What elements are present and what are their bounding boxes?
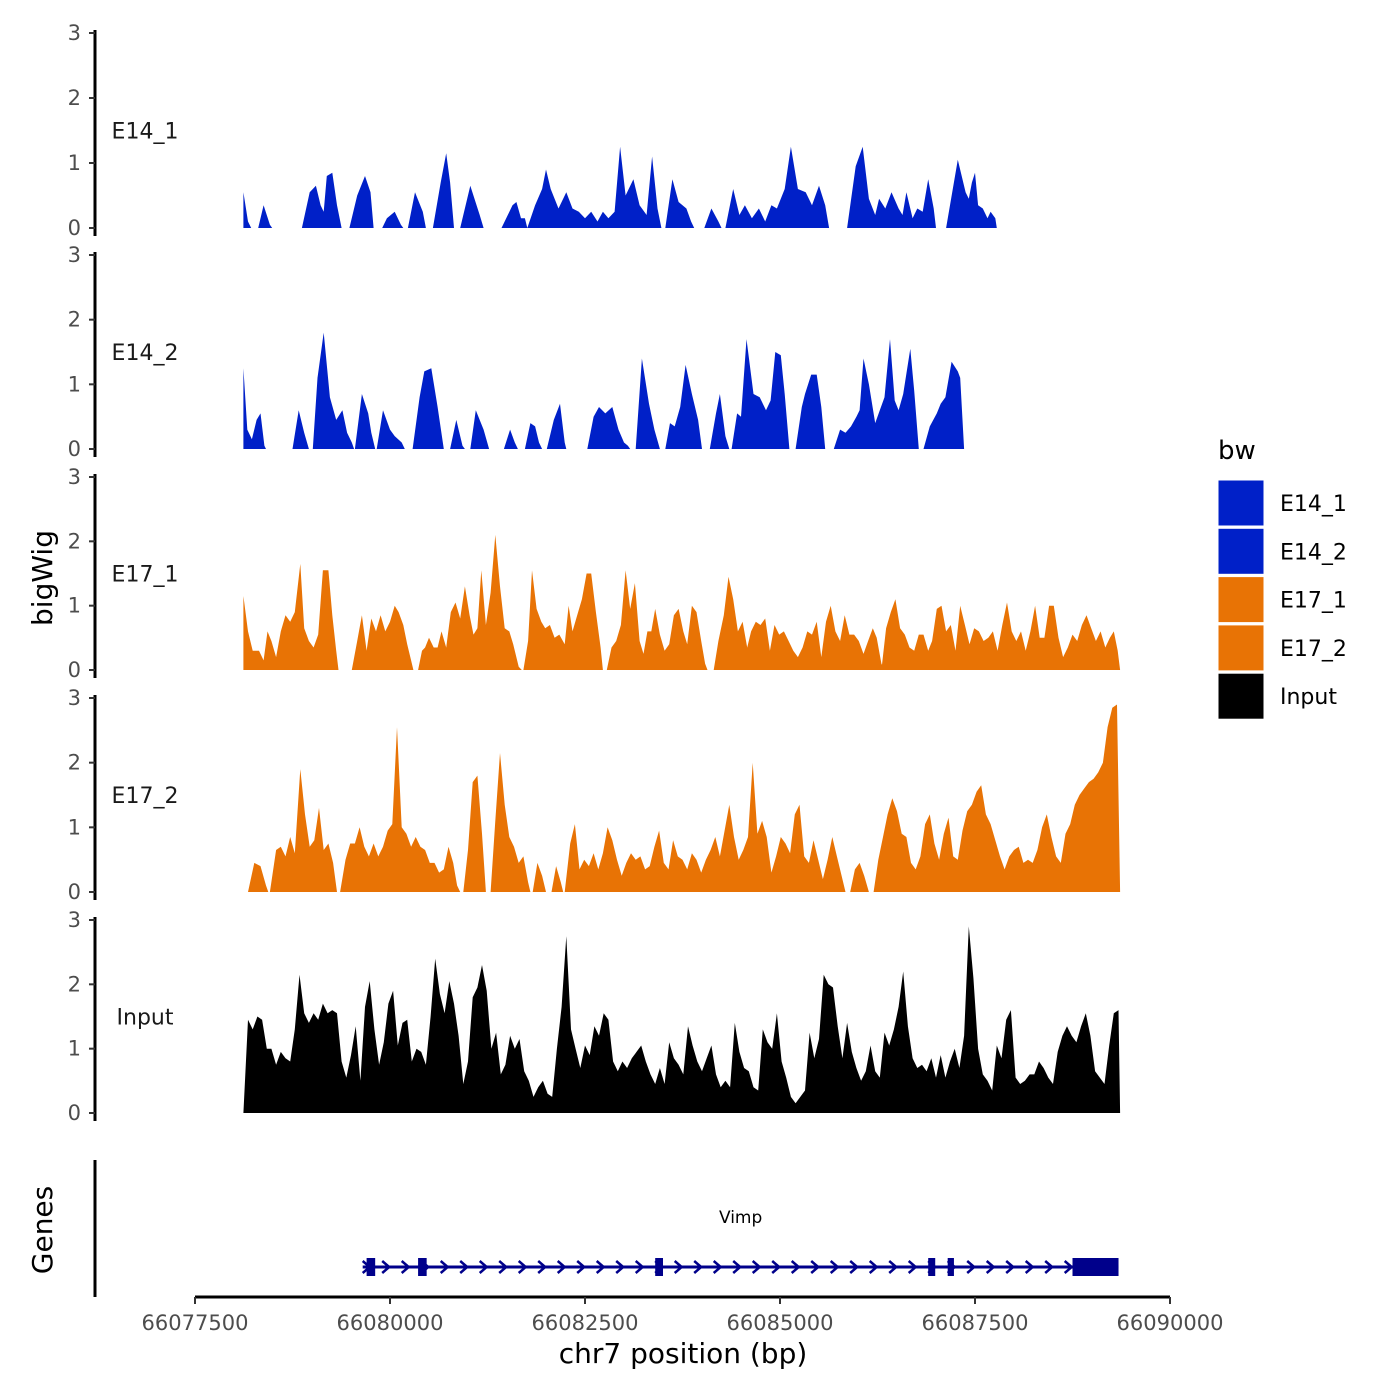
y-tick-label: 2 (68, 529, 81, 553)
track-label: E14_1 (112, 120, 179, 145)
y-tick-label: 3 (68, 465, 81, 489)
strand-chevron (771, 1260, 782, 1274)
strand-chevron (439, 1260, 450, 1274)
strand-chevron (400, 1260, 411, 1274)
legend-label: E17_2 (1280, 637, 1347, 662)
gene-exon (366, 1258, 376, 1276)
gene-exon (1072, 1258, 1119, 1276)
strand-chevron (868, 1260, 879, 1274)
y-tick-label: 3 (68, 686, 81, 710)
strand-chevron (810, 1260, 821, 1274)
coverage-area-E17_1 (243, 534, 1121, 670)
x-tick-label: 66080000 (337, 1311, 444, 1335)
legend-label: E17_1 (1280, 589, 1347, 614)
strand-chevron (1005, 1260, 1016, 1274)
track-label: Input (117, 1006, 174, 1031)
x-axis: 66077500 66080000 66082500 66085000 66087500… (142, 1295, 1224, 1335)
strand-chevron (537, 1260, 548, 1274)
legend-label: E14_1 (1280, 492, 1347, 517)
coverage-tracks: 0 1 2 3 E14_1 0 1 2 3 E14_2 0 1 2 3 E17_1 0 1 2 3 E17_2 0 1 2 3… (68, 21, 1121, 1125)
y-tick-label: 1 (68, 815, 81, 839)
strand-chevron (556, 1260, 567, 1274)
strand-chevron (693, 1260, 704, 1274)
x-tick-label: 66090000 (1117, 1311, 1224, 1335)
gene-track: Vimp (93, 1160, 1119, 1297)
x-tick-label: 66087500 (922, 1311, 1029, 1335)
y-tick-label: 3 (68, 243, 81, 267)
y-tick-label: 2 (68, 308, 81, 332)
track-E17_1: 0 1 2 3 E17_1 (68, 465, 1121, 682)
legend-label: E14_2 (1280, 540, 1347, 565)
strand-chevron (751, 1260, 762, 1274)
strand-chevron (1044, 1260, 1055, 1274)
y-tick-label: 0 (68, 216, 81, 240)
gene-exon (418, 1258, 427, 1276)
y-tick-label: 1 (68, 372, 81, 396)
strand-chevron (790, 1260, 801, 1274)
y-tick-label: 0 (68, 880, 81, 904)
strand-chevron (732, 1260, 743, 1274)
y-tick-label: 0 (68, 658, 81, 682)
strand-chevron (966, 1260, 977, 1274)
strand-chevron (712, 1260, 723, 1274)
strand-chevron (498, 1260, 509, 1274)
track-E17_2: 0 1 2 3 E17_2 (68, 686, 1121, 904)
track-E14_2: 0 1 2 3 E14_2 (68, 243, 965, 461)
legend: bw E14_1 E14_2 E17_1 E17_2 Input (1217, 436, 1347, 720)
y-tick-label: 0 (68, 437, 81, 461)
strand-chevron (829, 1260, 840, 1274)
strand-chevron (517, 1260, 528, 1274)
gene-exon (928, 1258, 936, 1276)
x-tick-label: 66082500 (532, 1311, 639, 1335)
y-tick-label: 2 (68, 86, 81, 110)
y-tick-label: 2 (68, 972, 81, 996)
strand-chevron (907, 1260, 918, 1274)
y-axis-title: bigWig (26, 530, 59, 626)
gene-exon (655, 1258, 663, 1276)
coverage-area-E14_2 (243, 332, 965, 449)
strand-chevron (849, 1260, 860, 1274)
legend-swatch (1217, 479, 1265, 527)
y-tick-label: 1 (68, 1037, 81, 1061)
track-label: E14_2 (112, 341, 179, 366)
strand-chevron (459, 1260, 470, 1274)
coverage-area-Input (243, 926, 1121, 1113)
coverage-area-E17_2 (248, 704, 1121, 892)
genes-axis-title: Genes (26, 1186, 59, 1274)
x-axis-title: chr7 position (bp) (559, 1337, 808, 1370)
strand-chevron (381, 1260, 392, 1274)
y-tick-label: 1 (68, 594, 81, 618)
strand-chevron (673, 1260, 684, 1274)
y-tick-label: 1 (68, 151, 81, 175)
legend-swatch (1217, 624, 1265, 672)
track-label: E17_1 (112, 563, 179, 588)
legend-swatch (1217, 672, 1265, 720)
y-tick-label: 3 (68, 21, 81, 45)
legend-label: Input (1280, 685, 1337, 710)
strand-chevron (595, 1260, 606, 1274)
track-Input: 0 1 2 3 Input (68, 908, 1121, 1125)
coverage-area-E14_1 (243, 146, 997, 228)
strand-chevron (985, 1260, 996, 1274)
strand-chevron (478, 1260, 489, 1274)
legend-swatch (1217, 527, 1265, 575)
y-tick-label: 3 (68, 908, 81, 932)
x-tick-label: 66085000 (727, 1311, 834, 1335)
strand-chevron (888, 1260, 899, 1274)
strand-chevron (1063, 1260, 1074, 1274)
strand-chevron (1024, 1260, 1035, 1274)
gene-name-label: Vimp (719, 1208, 762, 1228)
x-tick-label: 66077500 (142, 1311, 249, 1335)
y-tick-label: 2 (68, 751, 81, 775)
strand-chevron (634, 1260, 645, 1274)
strand-chevron (615, 1260, 626, 1274)
legend-title: bw (1218, 436, 1256, 466)
legend-swatch (1217, 576, 1265, 624)
track-label: E17_2 (112, 784, 179, 809)
track-E14_1: 0 1 2 3 E14_1 (68, 21, 997, 240)
y-tick-label: 0 (68, 1101, 81, 1125)
gene-exon (947, 1258, 954, 1276)
strand-chevron (576, 1260, 587, 1274)
